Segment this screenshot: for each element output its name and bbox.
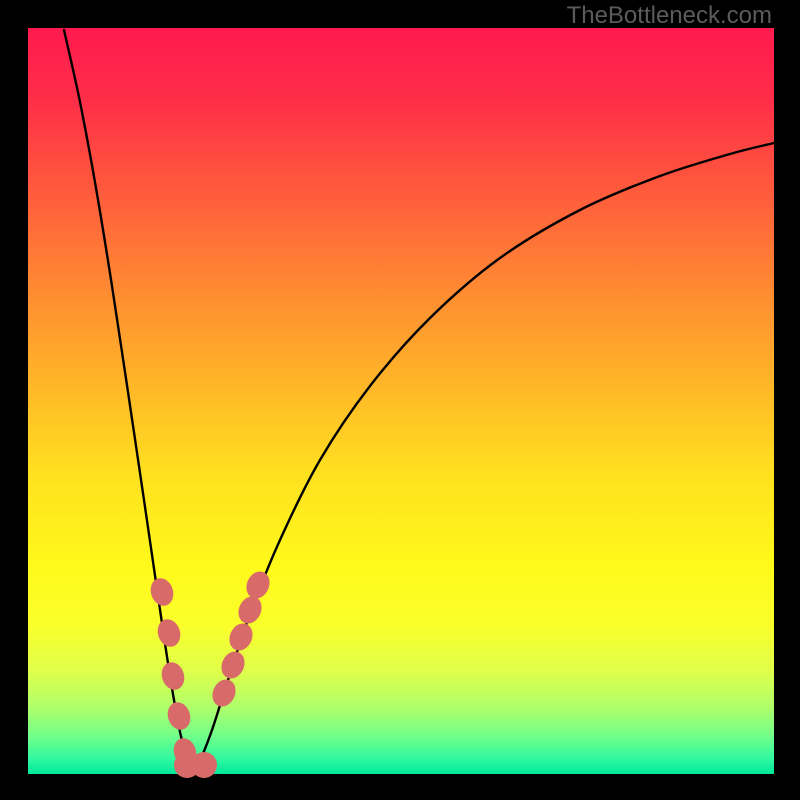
frame-border-right — [774, 0, 800, 800]
watermark-text: TheBottleneck.com — [567, 2, 772, 30]
chart-frame: TheBottleneck.com — [0, 0, 800, 800]
frame-border-bottom — [0, 774, 800, 800]
frame-border-left — [0, 0, 28, 800]
gradient-background — [28, 28, 774, 774]
